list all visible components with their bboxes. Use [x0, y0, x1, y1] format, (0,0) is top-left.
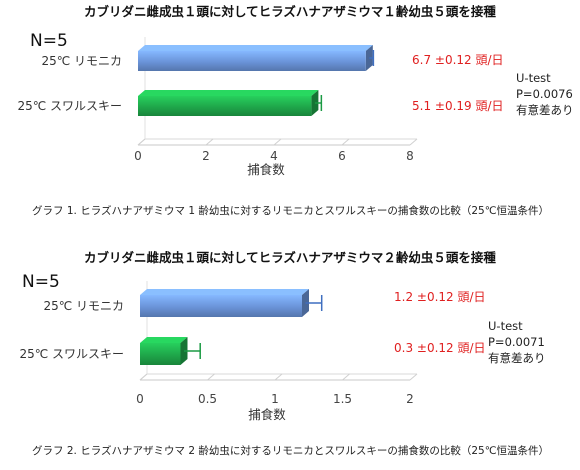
chart-2-bar-top-2 — [140, 337, 188, 343]
chart-1-title: カブリダニ雌成虫１頭に対してヒラズハナアザミウマ１齢幼虫５頭を接種 — [84, 4, 496, 19]
chart-2-value-label-2: 0.3 ±0.12 頭/日 — [394, 341, 486, 355]
chart-1-tick-mark — [341, 138, 350, 146]
chart-1-tick-mark — [137, 138, 146, 146]
chart-1-bar-top-1 — [138, 45, 373, 51]
chart-2-tick-label: 0.5 — [198, 392, 217, 406]
chart-1-stat-text-1: U-test — [516, 71, 551, 85]
chart-1-tick-mark — [409, 138, 418, 146]
chart-2-stat-text-3: 有意差あり — [488, 351, 546, 365]
chart-1-tick-label: 2 — [202, 149, 210, 163]
chart-2-svg: カブリダニ雌成虫１頭に対してヒラズハナアザミウマ２齢幼虫５頭を接種 N=5 0 0.5… — [19, 250, 549, 457]
chart-2-value-label-1: 1.2 ±0.12 頭/日 — [394, 290, 486, 304]
chart-2-tick-mark — [342, 373, 350, 381]
chart-2-bar-1 — [140, 295, 302, 317]
chart-2-tick-label: 2 — [406, 392, 414, 406]
chart-1-bar-top-2 — [138, 90, 319, 96]
chart-1-value-label-1: 6.7 ±0.12 頭/日 — [412, 53, 504, 67]
chart-2-tick-label: 0 — [136, 392, 144, 406]
chart-2-tick-mark — [207, 373, 215, 381]
chart-2-tick-label: 1 — [271, 392, 279, 406]
chart-1-stat-text-3: 有意差あり — [516, 103, 574, 117]
chart-1-value-label-2: 5.1 ±0.19 頭/日 — [412, 99, 504, 113]
chart-2-category-label-1: 25℃ リモニカ — [43, 299, 124, 313]
chart-1-tick-label: 8 — [406, 149, 414, 163]
chart-1-bar-2 — [138, 96, 312, 116]
chart-1-tick-mark — [205, 138, 214, 146]
chart-1-tick-label: 4 — [270, 149, 278, 163]
chart-2-n-label: N=5 — [22, 272, 60, 292]
chart-1-svg: カブリダニ雌成虫１頭に対してヒラズハナアザミウマ１齢幼虫５頭を接種 N=5 0 2 4 6… — [17, 4, 574, 217]
chart-2-caption: グラフ 2. ヒラズハナアザミウマ 2 齢幼虫に対するリモニカとスワルスキーの捕… — [32, 444, 549, 457]
chart-1-tick-label: 0 — [134, 149, 142, 163]
chart-2: カブリダニ雌成虫１頭に対してヒラズハナアザミウマ２齢幼虫５頭を接種 N=5 0 0.5… — [0, 236, 580, 470]
chart-2-stat-text-1: U-test — [488, 319, 523, 333]
chart-1-stat-text-2: P=0.0076 — [516, 87, 573, 101]
chart-1: カブリダニ雌成虫１頭に対してヒラズハナアザミウマ１齢幼虫５頭を接種 N=5 0 2 4 6… — [0, 0, 580, 232]
chart-2-category-label-2: 25℃ スワルスキー — [19, 347, 124, 361]
chart-2-bar-2 — [140, 343, 181, 365]
chart-2-stat-text-2: P=0.0071 — [488, 335, 545, 349]
chart-1-category-label-2: 25℃ スワルスキー — [17, 99, 122, 113]
chart-1-bar-1 — [138, 51, 366, 71]
chart-2-tick-mark — [139, 373, 148, 381]
chart-1-tick-mark — [273, 138, 282, 146]
chart-1-caption: グラフ 1. ヒラズハナアザミウマ 1 齢幼虫に対するリモニカとスワルスキーの捕… — [32, 204, 549, 217]
chart-1-tick-label: 6 — [338, 149, 346, 163]
chart-2-tick-label: 1.5 — [333, 392, 352, 406]
chart-2-title: カブリダニ雌成虫１頭に対してヒラズハナアザミウマ２齢幼虫５頭を接種 — [84, 250, 496, 265]
chart-1-n-label: N=5 — [30, 31, 68, 51]
chart-1-category-label-1: 25℃ リモニカ — [41, 54, 122, 68]
chart-2-tick-mark — [274, 373, 283, 381]
chart-1-x-axis-label: 捕食数 — [247, 162, 285, 177]
chart-2-tick-mark — [409, 373, 418, 381]
chart-2-bar-top-1 — [140, 289, 309, 295]
chart-2-x-axis-label: 捕食数 — [248, 407, 286, 422]
